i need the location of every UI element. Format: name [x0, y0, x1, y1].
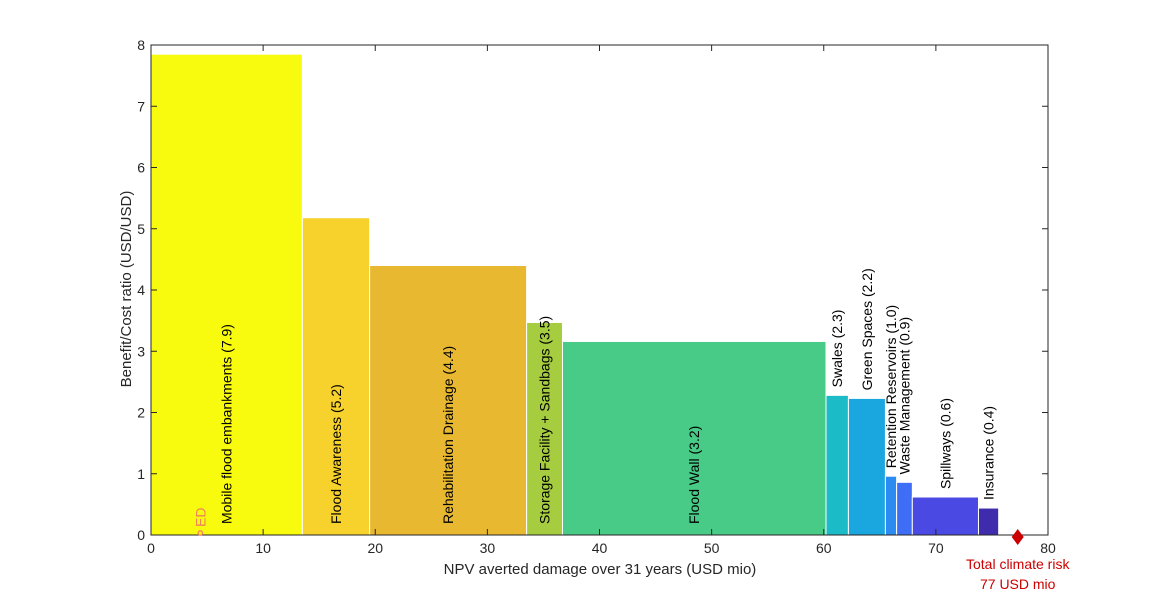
bar-8: [896, 481, 913, 536]
y-tick-label: 8: [137, 37, 145, 53]
bar-0: [150, 53, 303, 536]
annotations-layer: ED Total climate risk 77 USD mio: [192, 508, 1070, 592]
x-tick-label: 30: [480, 540, 496, 556]
total-risk-value: 77 USD mio: [980, 576, 1056, 592]
x-tick-label: 40: [592, 540, 608, 556]
bar-10: [977, 507, 1000, 536]
axes-layer: 0 10 20 30 40 50 60 70 80 0 1 2 3 4 5 6 7 8: [137, 37, 1056, 556]
y-tick-label: 6: [137, 160, 145, 176]
y-tick-label: 4: [137, 282, 145, 298]
x-axis-title: NPV averted damage over 31 years (USD mi…: [444, 561, 757, 578]
y-tick-label: 5: [137, 221, 145, 237]
ed-label: ED: [192, 508, 208, 527]
bar-9: [911, 496, 979, 536]
bar-label-1: Flood Awareness (5.2): [328, 384, 344, 524]
bar-2: [369, 265, 528, 536]
x-tick-label: 70: [928, 540, 944, 556]
bar-label-8: Waste Management (0.9): [896, 317, 912, 474]
y-axis-title: Benefit/Cost ratio (USD/USD): [118, 191, 135, 388]
ed-marker: [197, 530, 204, 536]
y-tick-label: 2: [137, 405, 145, 421]
y-tick-label: 7: [137, 98, 145, 114]
bar-labels-layer: Mobile flood embankments (7.9) Flood Awar…: [219, 268, 997, 524]
x-tick-label: 10: [255, 540, 271, 556]
bar-label-7: Retention Reservoirs (1.0): [883, 305, 899, 468]
bar-label-9: Spillways (0.6): [937, 398, 953, 489]
bar-1: [301, 217, 371, 536]
bar-5: [825, 394, 849, 536]
y-tick-label: 0: [137, 527, 145, 543]
x-tick-label: 60: [816, 540, 832, 556]
bar-label-6: Green Spaces (2.2): [859, 268, 875, 390]
y-tick-label: 1: [137, 466, 145, 482]
bar-6: [847, 397, 886, 536]
bar-label-0: Mobile flood embankments (7.9): [219, 324, 235, 524]
bar-label-4: Flood Wall (3.2): [686, 426, 702, 524]
bar-label-3: Storage Facility + Sandbags (3.5): [537, 316, 553, 524]
x-tick-label: 50: [704, 540, 720, 556]
bar-label-2: Rehabilitation Drainage (4.4): [440, 346, 456, 524]
bars-layer: [150, 53, 1000, 536]
bar-7: [884, 475, 898, 536]
bar-label-10: Insurance (0.4): [981, 406, 997, 500]
x-tick-label: 20: [367, 540, 383, 556]
y-tick-label: 3: [137, 343, 145, 359]
total-risk-label: Total climate risk: [966, 556, 1070, 572]
bar-4: [561, 340, 827, 536]
total-risk-marker: [1011, 529, 1024, 545]
x-tick-label: 0: [147, 540, 155, 556]
bar-label-5: Swales (2.3): [829, 310, 845, 388]
x-tick-label: 80: [1040, 540, 1056, 556]
